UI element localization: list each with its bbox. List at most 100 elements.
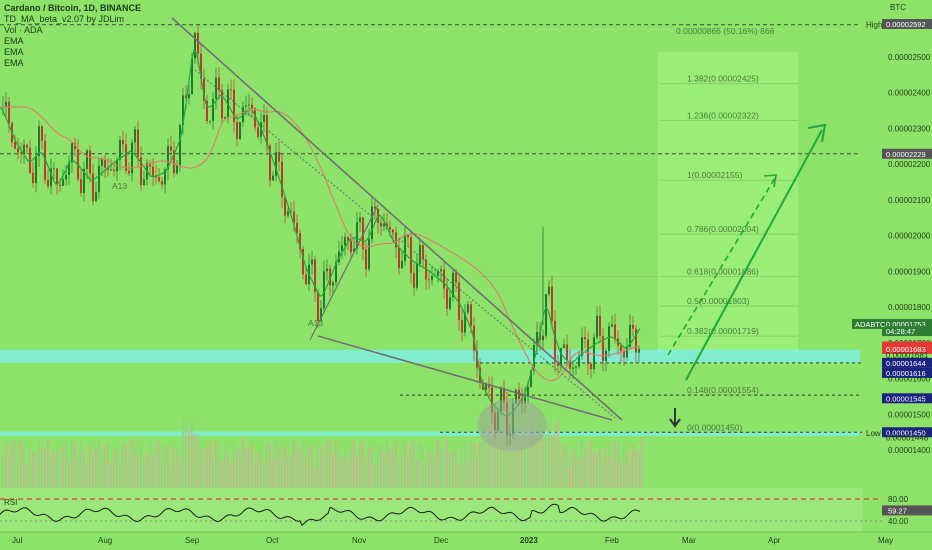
volume-bar — [632, 444, 634, 488]
candle-body — [635, 328, 637, 353]
candle-body — [143, 179, 145, 186]
candle-body — [536, 332, 538, 345]
volume-bar — [110, 462, 112, 488]
candle-body — [284, 197, 286, 216]
candle-body — [56, 168, 58, 185]
rsi-current-tag — [882, 505, 932, 516]
x-tick-label: Sep — [185, 536, 200, 545]
volume-bar — [359, 443, 361, 488]
wedge-lower-line — [317, 335, 613, 421]
volume-bar — [140, 444, 142, 488]
x-tick-label: Jul — [12, 536, 22, 545]
candle-body — [386, 223, 388, 227]
volume-bar — [626, 450, 628, 488]
volume-bar — [383, 453, 385, 488]
pivot-label: A13 — [112, 181, 127, 191]
volume-bar — [386, 438, 388, 488]
candle-body — [398, 247, 400, 269]
side-label-2: Low — [866, 429, 881, 438]
candle-body — [452, 272, 454, 298]
volume-bar — [602, 460, 604, 488]
volume-bar — [335, 440, 337, 488]
volume-bar — [389, 448, 391, 488]
volume-bar — [641, 438, 643, 488]
volume-bar — [56, 447, 58, 488]
volume-bar — [35, 455, 37, 488]
candle-body — [98, 165, 100, 193]
fib-label-1: 1.236(0.00002322) — [687, 111, 759, 121]
volume-bar — [572, 449, 574, 488]
candle-body — [17, 148, 19, 153]
candle-body — [356, 221, 358, 249]
volume-bar — [440, 448, 442, 488]
candle-body — [320, 308, 322, 321]
candle-body — [500, 387, 502, 413]
ema-slow-line — [0, 106, 641, 382]
candle-body — [533, 344, 535, 371]
y-tick-label: 0.00001800 — [888, 303, 931, 312]
candle-body — [440, 269, 442, 272]
candle-body — [179, 124, 181, 165]
volume-bar — [320, 445, 322, 488]
volume-bar — [341, 457, 343, 488]
candle-body — [584, 337, 586, 340]
candle-body — [5, 101, 7, 107]
volume-bar — [563, 444, 565, 488]
candle-body — [371, 206, 373, 240]
volume-bar — [59, 464, 61, 488]
candle-body — [209, 120, 211, 122]
candle-body — [287, 211, 289, 216]
candle-body — [290, 211, 292, 213]
support-zone-0 — [0, 349, 860, 363]
candle-body — [272, 175, 274, 181]
volume-bar — [392, 451, 394, 488]
volume-bar — [293, 440, 295, 488]
candle-body — [623, 351, 625, 358]
candle-body — [332, 282, 334, 286]
candle-body — [110, 169, 112, 171]
price-axis — [862, 0, 932, 550]
candle-body — [401, 260, 403, 269]
volume-bar — [635, 449, 637, 488]
x-tick-label: Feb — [605, 536, 619, 545]
candle-body — [152, 166, 154, 176]
candle-body — [449, 297, 451, 309]
candle-body — [431, 275, 433, 281]
volume-bar — [239, 450, 241, 488]
volume-bar — [428, 448, 430, 488]
candle-body — [128, 170, 130, 174]
volume-bar — [470, 440, 472, 488]
candle-body — [614, 324, 616, 339]
volume-bar — [71, 440, 73, 488]
candle-body — [137, 129, 139, 157]
legend-ema-2: EMA — [4, 47, 24, 57]
candle-body — [194, 32, 196, 59]
candle-body — [293, 211, 295, 224]
volume-bar — [257, 453, 259, 488]
x-tick-label: Aug — [98, 536, 112, 545]
candle-body — [560, 348, 562, 366]
x-tick-label: Apr — [768, 536, 781, 545]
volume-bar — [395, 442, 397, 488]
legend-title: Cardano / Bitcoin, 1D, BINANCE — [4, 3, 142, 13]
volume-bar — [350, 448, 352, 488]
rsi-pane — [0, 488, 882, 532]
candle-body — [350, 240, 352, 253]
volume-bar — [542, 438, 544, 488]
candle-body — [596, 315, 598, 338]
volume-bar — [41, 448, 43, 488]
volume-bar — [176, 448, 178, 488]
volume-bar — [605, 448, 607, 488]
measure-box — [658, 52, 798, 352]
volume-bar — [587, 451, 589, 488]
volume-bar — [377, 443, 379, 488]
candle-body — [392, 229, 394, 233]
candle-body — [551, 286, 553, 321]
volume-bar — [509, 441, 511, 488]
price-tag-text-10: 0.00001450 — [886, 428, 926, 437]
candle-body — [20, 152, 22, 154]
symbol-tag-text: ADABTC — [855, 320, 886, 329]
volume-bar — [485, 441, 487, 488]
candle-body — [248, 104, 250, 106]
